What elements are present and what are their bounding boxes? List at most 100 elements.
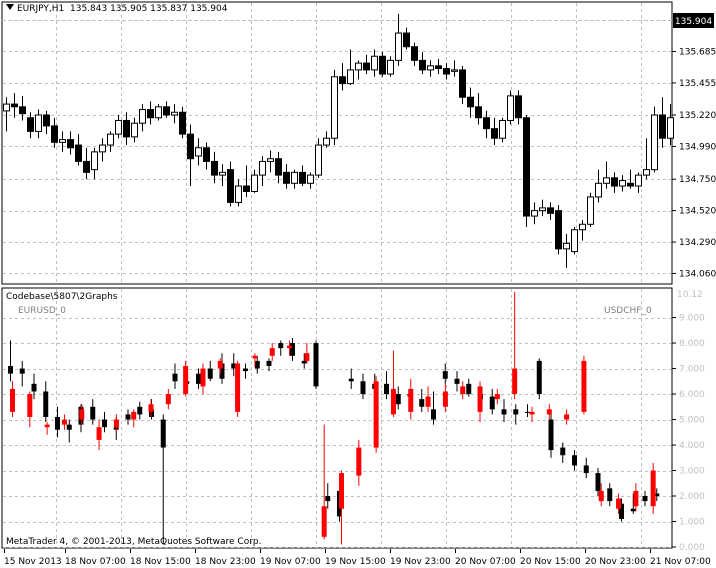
candle-bull	[107, 133, 114, 146]
candle-bear	[123, 119, 130, 138]
candle-bear	[19, 106, 26, 115]
EURUSD_0-candle	[442, 371, 448, 379]
scale-tick-label: 8.000	[679, 339, 705, 349]
USDCHF_0-candle	[287, 345, 293, 349]
candle-bull	[571, 229, 578, 253]
candle-bear	[443, 68, 450, 75]
candle-bear	[283, 171, 290, 184]
candle-bear	[403, 32, 410, 48]
EURUSD_0-candle	[19, 368, 25, 374]
candle-bull	[595, 182, 602, 198]
candle-bull	[3, 103, 10, 112]
candle-bull	[259, 160, 266, 176]
EURUSD_0-candle	[583, 465, 589, 474]
USDCHF_0-candle	[529, 411, 535, 415]
EURUSD_0-candle	[207, 368, 213, 379]
eurusd-label: EURUSD_0	[18, 306, 66, 316]
candle-bull	[579, 223, 586, 231]
EURUSD_0-candle	[290, 343, 295, 356]
USDCHF_0-candle	[113, 419, 119, 428]
current-price-box	[673, 13, 714, 28]
ohlc-values: 135.843 135.905 135.837 135.904	[70, 4, 228, 14]
EURUSD_0-candle	[172, 373, 178, 382]
EURUSD_0-candle	[489, 396, 495, 410]
USDCHF_0-candle	[200, 368, 206, 387]
EURUSD_0-candle	[325, 496, 331, 502]
USDCHF_0-candle	[304, 353, 310, 361]
EURUSD_0-candle	[454, 378, 460, 384]
scale-tick-label: 5.000	[679, 416, 705, 426]
candle-bear	[419, 59, 426, 71]
candle-bear	[227, 169, 234, 203]
EURUSD_0-candle	[219, 363, 225, 379]
candle-bull	[307, 174, 314, 184]
candle-bull	[131, 122, 138, 138]
candle-bull	[387, 59, 394, 75]
USDCHF_0-candle	[477, 386, 483, 412]
USDCHF_0-candle	[598, 490, 604, 502]
candle-bear	[67, 139, 74, 149]
time-tick-label: 21 Nov 07:00	[650, 557, 711, 567]
time-tick-label: 19 Nov 07:00	[260, 557, 321, 567]
symbol-name: EURJPY,H1	[17, 4, 65, 14]
scale-tick-label: 0.000	[679, 543, 705, 553]
time-tick-label: 20 Nov 23:00	[585, 557, 646, 567]
EURUSD_0-candle	[395, 394, 401, 405]
current-price: 135.904	[675, 17, 712, 27]
USDCHF_0-candle	[564, 414, 570, 420]
price-tick-label: 135.685	[679, 47, 716, 57]
price-tick-label: 134.520	[679, 207, 716, 217]
scale-top-label: 10.12	[677, 290, 703, 300]
candle-bull	[651, 114, 658, 171]
price-tick-label: 135.455	[679, 79, 716, 89]
USDCHF_0-candle	[425, 396, 431, 407]
candle-bear	[435, 65, 442, 70]
EURUSD_0-candle	[466, 383, 472, 395]
candle-bear	[43, 114, 50, 127]
candle-bear	[75, 144, 82, 162]
USDCHF_0-candle	[633, 490, 639, 507]
price-tick-label: 134.990	[679, 142, 716, 152]
EURUSD_0-candle	[55, 416, 60, 430]
USDCHF_0-candle	[165, 394, 171, 405]
triangle-down-icon[interactable]	[6, 4, 14, 10]
candle-bull	[195, 147, 202, 157]
EURUSD_0-candle	[630, 508, 636, 512]
EURUSD_0-candle	[43, 391, 49, 417]
candle-bear	[467, 96, 474, 108]
EURUSD_0-candle	[125, 414, 131, 420]
candle-bear	[659, 114, 666, 139]
candle-bear	[411, 46, 418, 61]
USDCHF_0-candle	[321, 506, 327, 537]
candle-bear	[515, 95, 522, 119]
USDCHF_0-candle	[44, 424, 50, 428]
candle-bear	[243, 185, 250, 192]
EURUSD_0-candle	[654, 493, 660, 497]
EURUSD_0-candle	[243, 368, 248, 372]
USDCHF_0-candle	[512, 368, 518, 395]
time-tick-label: 19 Nov 15:00	[325, 557, 386, 567]
candle-bear	[483, 117, 490, 130]
EURUSD_0-candle	[607, 488, 613, 502]
USDCHF_0-candle	[339, 473, 344, 509]
candle-bull	[635, 174, 642, 187]
candle-bull	[235, 185, 242, 203]
candle-bull	[251, 174, 258, 192]
candle-bear	[163, 106, 170, 116]
time-tick-label: 19 Nov 23:00	[390, 557, 451, 567]
EURUSD_0-candle	[431, 409, 436, 420]
candle-bear	[547, 207, 554, 214]
scale-tick-label: 1.000	[679, 518, 705, 528]
candle-bear	[179, 111, 186, 135]
candle-bear	[475, 106, 482, 119]
scale-tick-label: 9.000	[679, 314, 705, 324]
price-tick-label: 135.220	[679, 111, 716, 121]
price-axis: 135.685 135.455 135.220 134.990 134.750 134.5…	[672, 47, 716, 279]
candle-bull	[267, 158, 274, 162]
candle-bull	[427, 65, 434, 71]
candle-bull	[331, 76, 338, 139]
candle-bear	[299, 171, 306, 184]
candle-bear	[203, 147, 210, 162]
USDCHF_0-candle	[546, 409, 552, 415]
USDCHF_0-candle	[148, 404, 154, 412]
